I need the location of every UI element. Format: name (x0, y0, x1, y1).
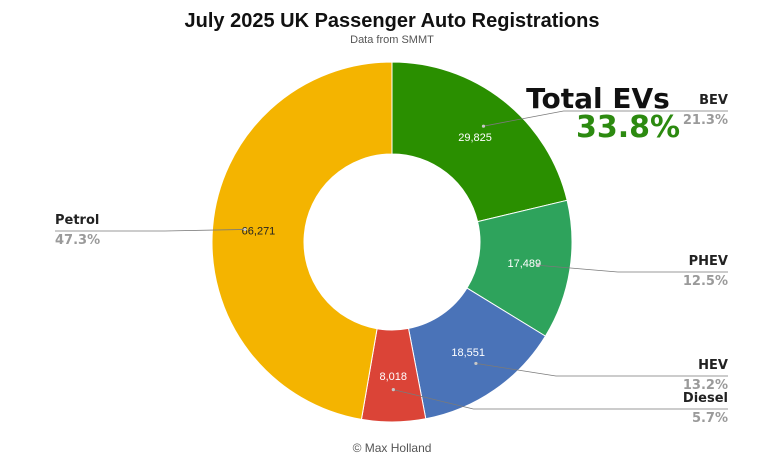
leader-line-bev (483, 110, 728, 127)
chart-subtitle: Data from SMMT (350, 34, 434, 46)
donut-slices (211, 61, 573, 423)
leader-line-phev (537, 264, 728, 273)
slice-value-bev: 29,825 (458, 132, 492, 144)
slice-value-petrol: 66,271 (242, 226, 276, 238)
legend-name-bev: BEV (699, 93, 728, 108)
leader-dot-hev (474, 361, 478, 366)
slice-petrol (211, 61, 393, 420)
legend-percent-diesel: 5.7% (692, 411, 728, 426)
leader-dot-diesel (391, 387, 395, 392)
legend-percent-petrol: 47.3% (55, 233, 100, 248)
leader-lines (55, 110, 728, 410)
slice-value-hev: 18,551 (451, 347, 485, 359)
leader-dot-bev (481, 124, 486, 128)
slice-bev (391, 61, 568, 223)
leader-line-diesel (393, 389, 728, 410)
leader-dot-phev (536, 263, 540, 267)
chart-title: July 2025 UK Passenger Auto Registration… (185, 10, 600, 32)
legend-name-petrol: Petrol (55, 213, 99, 228)
legend-name-hev: HEV (698, 358, 728, 373)
slice-value-diesel: 8,018 (379, 371, 407, 383)
total-evs-label: Total EVs (526, 82, 670, 115)
leader-dot-petrol (243, 227, 247, 232)
legend-percent-phev: 12.5% (683, 274, 728, 289)
leader-line-hev (475, 363, 728, 377)
slice-value-labels: 29,825 17,489 18,551 8,018 66,271 (242, 132, 541, 383)
total-evs-value: 33.8% (576, 110, 680, 145)
legend-name-phev: PHEV (689, 254, 728, 269)
chart-footer: © Max Holland (353, 441, 432, 455)
legend-percent-bev: 21.3% (683, 113, 728, 128)
slice-value-phev: 17,489 (507, 258, 541, 270)
legend-name-diesel: Diesel (683, 391, 728, 406)
leader-line-petrol (55, 229, 245, 232)
outer-labels: BEV 21.3% PHEV 12.5% HEV 13.2%Diesel 5.7% Petro… (55, 93, 728, 426)
legend-percent-hev: 13.2% (683, 378, 728, 393)
